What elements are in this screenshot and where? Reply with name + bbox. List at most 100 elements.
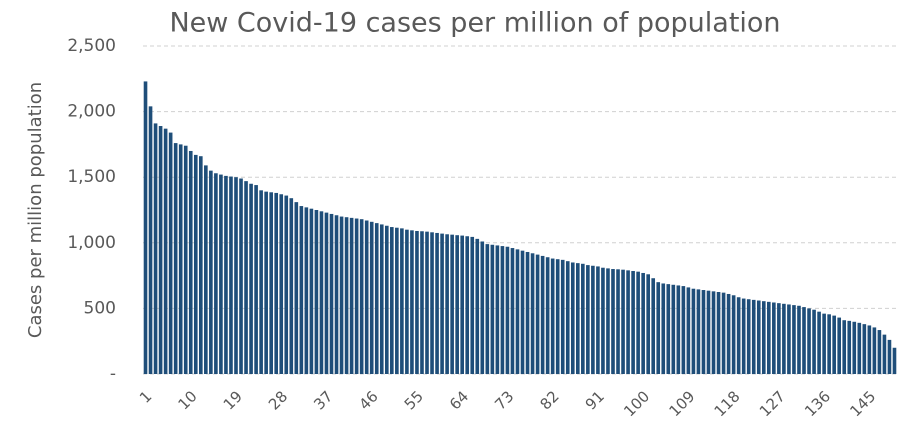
bar (148, 106, 153, 375)
x-tick-label: 37 (310, 387, 336, 413)
bar (364, 220, 369, 374)
bar (515, 249, 520, 374)
bar (204, 165, 208, 374)
bar (384, 225, 389, 374)
y-tick-label: 500 (84, 298, 116, 318)
bar (847, 320, 852, 374)
bar (349, 217, 354, 374)
bar (565, 261, 570, 374)
bar (485, 244, 490, 374)
x-tick-label: 100 (620, 387, 653, 420)
bar (319, 211, 324, 374)
bar (681, 286, 686, 374)
bar (832, 315, 836, 374)
bar (560, 259, 565, 374)
bar (596, 266, 600, 374)
bar (405, 229, 409, 374)
bar (294, 202, 299, 374)
bar (193, 154, 198, 374)
bar (354, 218, 359, 374)
bar (234, 177, 238, 374)
bar (495, 245, 500, 374)
bar (374, 223, 379, 374)
bar (188, 150, 193, 374)
bar (882, 334, 887, 374)
bar (756, 300, 761, 374)
bar (636, 271, 640, 374)
bar (736, 297, 741, 374)
bar (254, 185, 258, 374)
bar (872, 327, 877, 374)
bar (163, 128, 168, 374)
bar (857, 322, 862, 374)
bar (259, 190, 263, 374)
bar (395, 227, 399, 374)
bar (178, 144, 183, 374)
bar (420, 231, 424, 374)
bar (656, 282, 661, 374)
bar (425, 231, 429, 374)
bar (158, 126, 163, 374)
bar (224, 175, 228, 374)
bar (460, 235, 465, 374)
bar (601, 267, 605, 374)
bar (314, 210, 319, 374)
bar (812, 309, 816, 374)
bar (837, 317, 842, 374)
bar (284, 195, 289, 374)
bar (244, 181, 248, 374)
bar (510, 248, 515, 374)
bar (269, 192, 273, 374)
bar (842, 320, 847, 374)
x-tick-label: 64 (446, 387, 472, 413)
bar (279, 194, 284, 374)
x-tick-label: 55 (401, 387, 427, 413)
chart-title: New Covid-19 cases per million of popula… (169, 8, 780, 39)
bar (299, 206, 304, 374)
x-tick-label: 28 (265, 387, 291, 413)
bar (440, 233, 444, 374)
bar (686, 287, 691, 374)
bar (892, 347, 897, 374)
bar (787, 304, 791, 374)
bar (611, 269, 615, 374)
bar (415, 230, 419, 374)
bar (626, 270, 630, 374)
bar (520, 250, 525, 374)
x-tick-label: 19 (220, 387, 246, 413)
bar (651, 278, 656, 374)
bar (721, 292, 726, 374)
bar (324, 212, 329, 374)
bar (586, 265, 590, 374)
bar (183, 145, 188, 374)
bar (410, 230, 414, 374)
bar (570, 262, 575, 374)
x-tick-label: 1 (136, 387, 155, 406)
x-tick-label: 10 (175, 387, 201, 413)
bar (304, 207, 309, 374)
bar (525, 251, 530, 374)
bar (480, 241, 485, 374)
bar (445, 234, 449, 374)
bar (214, 173, 218, 374)
bar (545, 257, 550, 374)
bar (661, 283, 666, 374)
bar (731, 295, 736, 374)
x-tick-label: 82 (536, 387, 562, 413)
bar (274, 192, 279, 374)
bar (500, 246, 505, 374)
bar (822, 313, 826, 374)
bar (751, 299, 756, 374)
bar (772, 302, 776, 374)
bar (862, 324, 867, 374)
x-tick-label: 91 (582, 387, 608, 413)
bar (369, 221, 374, 374)
bar (631, 271, 635, 374)
bar (390, 227, 394, 374)
bar (887, 339, 892, 374)
bar (229, 176, 233, 374)
bar (334, 215, 339, 374)
bar (777, 303, 781, 374)
bar (435, 232, 439, 374)
